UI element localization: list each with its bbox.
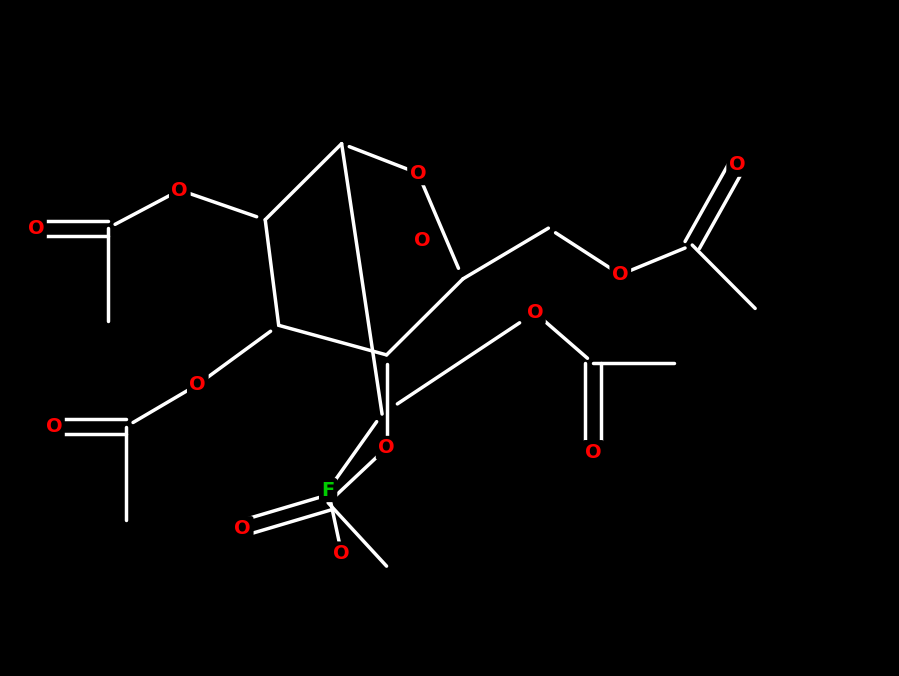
Text: O: O: [235, 518, 251, 537]
Text: O: O: [334, 544, 350, 563]
Text: O: O: [729, 155, 745, 174]
Text: O: O: [172, 180, 188, 199]
Text: O: O: [414, 231, 431, 250]
Text: O: O: [46, 417, 62, 436]
Text: O: O: [378, 438, 395, 458]
Text: O: O: [612, 265, 628, 284]
Text: O: O: [585, 443, 601, 462]
Text: O: O: [190, 375, 206, 394]
Text: O: O: [527, 303, 543, 322]
Text: O: O: [28, 218, 44, 238]
Text: F: F: [322, 481, 334, 500]
Text: O: O: [410, 164, 426, 183]
